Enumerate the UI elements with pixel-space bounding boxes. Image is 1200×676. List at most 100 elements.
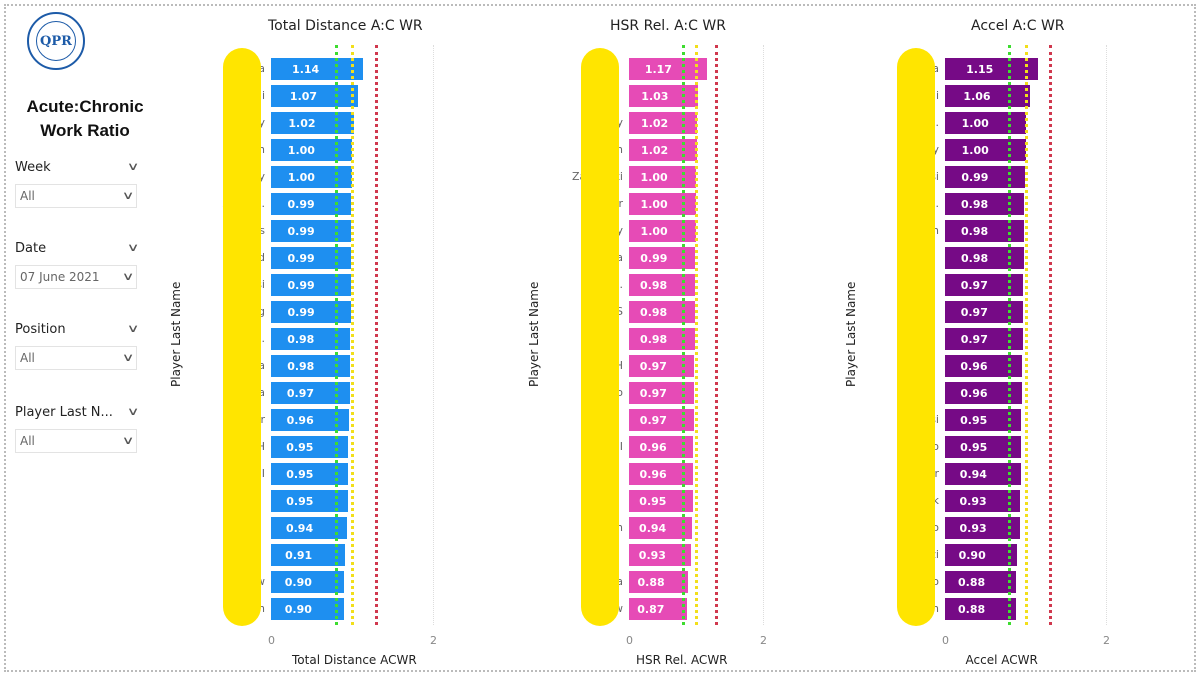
- bar[interactable]: 0.98: [629, 274, 695, 296]
- bar[interactable]: 0.99: [945, 166, 1025, 188]
- bar-data-label: 1.02: [288, 116, 316, 130]
- slicer-date[interactable]: Date ∨ 07 June 2021 ∨: [15, 241, 140, 289]
- bar[interactable]: 0.98: [271, 328, 351, 350]
- bar[interactable]: 0.91: [271, 544, 345, 566]
- bar[interactable]: 1.00: [629, 166, 696, 188]
- chevron-down-icon[interactable]: ∨: [126, 160, 140, 173]
- bar-data-label: 0.96: [286, 413, 314, 427]
- bar[interactable]: 1.00: [945, 139, 1026, 161]
- slicer-dropdown[interactable]: All ∨: [15, 429, 137, 453]
- bar[interactable]: 0.88: [629, 571, 688, 593]
- bar[interactable]: 1.15: [945, 58, 1038, 80]
- chevron-down-icon[interactable]: ∨: [121, 270, 135, 283]
- bar[interactable]: 0.98: [945, 193, 1024, 215]
- bar[interactable]: 1.00: [271, 139, 352, 161]
- player-label: r: [934, 467, 939, 480]
- slicer-header[interactable]: Date ∨: [15, 241, 140, 261]
- bar[interactable]: 1.02: [629, 112, 698, 134]
- bar[interactable]: 0.96: [945, 355, 1023, 377]
- bar[interactable]: 0.99: [271, 274, 352, 296]
- slicer-label: Position: [15, 322, 66, 337]
- bar-data-label: 0.95: [639, 494, 667, 508]
- slicer-dropdown[interactable]: 07 June 2021 ∨: [15, 265, 137, 289]
- slicer-header[interactable]: Player Last N... ∨: [15, 405, 140, 425]
- player-label: I: [261, 467, 265, 480]
- bar[interactable]: 0.90: [271, 598, 344, 620]
- bar[interactable]: 0.97: [945, 328, 1024, 350]
- bar-data-label: 0.94: [959, 467, 987, 481]
- bar[interactable]: 0.93: [945, 517, 1020, 539]
- bar[interactable]: 0.95: [945, 409, 1022, 431]
- bar-data-label: 0.95: [286, 440, 314, 454]
- bar[interactable]: 0.94: [945, 463, 1021, 485]
- bar[interactable]: 0.88: [945, 598, 1016, 620]
- slicer-header[interactable]: Position ∨: [15, 322, 140, 342]
- bar[interactable]: 0.96: [271, 409, 349, 431]
- bar[interactable]: 0.88: [945, 571, 1016, 593]
- bar[interactable]: 1.00: [629, 220, 696, 242]
- bar[interactable]: 1.00: [945, 112, 1026, 134]
- bar[interactable]: 1.14: [271, 58, 364, 80]
- chevron-down-icon[interactable]: ∨: [126, 241, 140, 254]
- bar[interactable]: 0.93: [629, 544, 692, 566]
- bar[interactable]: 1.07: [271, 85, 358, 107]
- bar[interactable]: 0.97: [945, 274, 1024, 296]
- bar[interactable]: 0.97: [629, 382, 694, 404]
- bar[interactable]: 0.90: [271, 571, 344, 593]
- bar[interactable]: 1.06: [945, 85, 1031, 107]
- bar[interactable]: 0.99: [271, 220, 352, 242]
- slicer-player-last-n-[interactable]: Player Last N... ∨ All ∨: [15, 405, 140, 453]
- bar[interactable]: 0.96: [629, 436, 694, 458]
- reference-line-green: [334, 45, 338, 625]
- redaction-scribble: [905, 60, 935, 620]
- bar[interactable]: 0.97: [629, 409, 694, 431]
- bar[interactable]: 0.99: [271, 301, 352, 323]
- chevron-down-icon[interactable]: ∨: [121, 189, 135, 202]
- bar[interactable]: 1.00: [271, 166, 352, 188]
- bar-data-label: 1.00: [961, 143, 989, 157]
- bar[interactable]: 1.02: [629, 139, 698, 161]
- bar[interactable]: 0.99: [271, 247, 352, 269]
- bar[interactable]: 0.98: [945, 220, 1024, 242]
- slicer-value: All: [20, 189, 35, 203]
- bar-data-label: 1.00: [287, 143, 315, 157]
- bar[interactable]: 0.98: [629, 328, 695, 350]
- bar[interactable]: 0.97: [629, 355, 694, 377]
- bar[interactable]: 0.98: [629, 301, 695, 323]
- bar-data-label: 0.94: [639, 521, 667, 535]
- bar[interactable]: 0.97: [271, 382, 350, 404]
- bar[interactable]: 0.95: [271, 463, 348, 485]
- bar[interactable]: 1.17: [629, 58, 708, 80]
- bar[interactable]: 0.95: [271, 436, 348, 458]
- bar[interactable]: 0.97: [945, 301, 1024, 323]
- bar[interactable]: 0.99: [629, 247, 696, 269]
- bar[interactable]: 0.90: [945, 544, 1018, 566]
- chevron-down-icon[interactable]: ∨: [121, 351, 135, 364]
- slicer-week[interactable]: Week ∨ All ∨: [15, 160, 140, 208]
- slicer-header[interactable]: Week ∨: [15, 160, 140, 180]
- bar[interactable]: 0.98: [271, 355, 351, 377]
- bar[interactable]: 1.02: [271, 112, 354, 134]
- slicer-dropdown[interactable]: All ∨: [15, 346, 137, 370]
- bar[interactable]: 0.87: [629, 598, 688, 620]
- bar[interactable]: 0.95: [629, 490, 693, 512]
- slicer-dropdown[interactable]: All ∨: [15, 184, 137, 208]
- y-axis-label: Player Last Name: [527, 281, 541, 387]
- bar-data-label: 0.95: [960, 440, 988, 454]
- bar[interactable]: 0.94: [271, 517, 348, 539]
- slicer-position[interactable]: Position ∨ All ∨: [15, 322, 140, 370]
- bar[interactable]: 1.00: [629, 193, 696, 215]
- bar[interactable]: 0.94: [629, 517, 692, 539]
- bar-data-label: 0.98: [640, 278, 668, 292]
- chevron-down-icon[interactable]: ∨: [126, 405, 140, 418]
- chevron-down-icon[interactable]: ∨: [126, 322, 140, 335]
- bar[interactable]: 0.96: [945, 382, 1023, 404]
- chevron-down-icon[interactable]: ∨: [121, 434, 135, 447]
- bar[interactable]: 1.03: [629, 85, 698, 107]
- bar[interactable]: 0.95: [271, 490, 348, 512]
- bar[interactable]: 0.93: [945, 490, 1020, 512]
- bar[interactable]: 0.98: [945, 247, 1024, 269]
- bar[interactable]: 0.95: [945, 436, 1022, 458]
- bar[interactable]: 0.96: [629, 463, 694, 485]
- bar[interactable]: 0.99: [271, 193, 352, 215]
